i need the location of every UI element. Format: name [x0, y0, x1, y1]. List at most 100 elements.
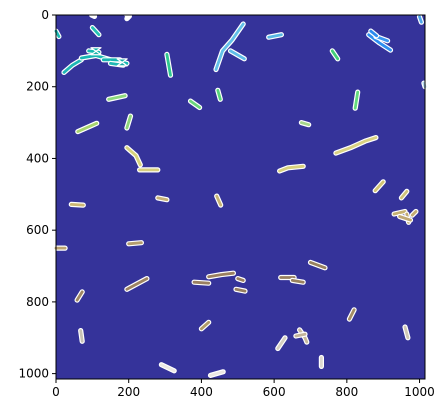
cell-5 — [89, 25, 102, 38]
cell-body — [418, 15, 423, 24]
cell-body — [278, 164, 305, 173]
x-tick-label: 400 — [190, 385, 213, 399]
cell-body — [199, 320, 211, 331]
y-tick-label: 800 — [26, 295, 49, 309]
cell-body — [127, 241, 143, 246]
cell-11 — [164, 51, 174, 78]
cell-body — [294, 332, 307, 338]
cell-body — [79, 329, 84, 343]
cell-53 — [198, 319, 212, 332]
cell-44 — [191, 279, 212, 286]
x-tick-label: 0 — [52, 385, 60, 399]
cell-49 — [289, 277, 306, 285]
cell-16 — [366, 32, 394, 53]
cell-body — [189, 99, 202, 109]
cell-body — [125, 114, 132, 130]
cell-body — [299, 121, 311, 127]
cell-26 — [124, 113, 134, 131]
cell-60 — [158, 362, 177, 374]
cell-body — [216, 88, 222, 101]
y-tick-label: 1000 — [18, 367, 49, 381]
cell-55 — [275, 335, 288, 352]
cell-body — [125, 146, 142, 167]
cell-33 — [398, 188, 410, 201]
cell-body — [347, 308, 356, 321]
cell-37 — [391, 208, 408, 217]
cell-body — [373, 180, 385, 193]
cell-21 — [106, 93, 128, 102]
cell-52 — [346, 307, 357, 322]
cell-22 — [187, 98, 203, 111]
x-axis: 0 200 400 600 800 1000 — [52, 379, 435, 399]
cell-body — [290, 278, 305, 284]
cell-19 — [416, 14, 424, 25]
cell-30 — [333, 135, 379, 156]
cell-body — [156, 196, 169, 202]
cell-15 — [329, 48, 341, 62]
cell-34 — [68, 201, 86, 208]
cell-39 — [397, 213, 414, 223]
cell-body — [276, 336, 287, 350]
cell-28 — [124, 145, 143, 168]
plot-frame — [55, 14, 426, 380]
y-tick-label: 600 — [26, 223, 49, 237]
x-tick-label: 200 — [117, 385, 140, 399]
cell-6 — [61, 57, 85, 76]
y-tick-label: 200 — [26, 80, 49, 94]
y-tick-label: 0 — [41, 8, 49, 22]
cell-45 — [206, 270, 236, 280]
cell-body — [159, 363, 176, 373]
cell-body — [353, 90, 360, 110]
cell-body — [309, 260, 327, 270]
cell-body — [399, 189, 409, 200]
cell-27 — [298, 119, 312, 128]
cell-32 — [372, 179, 386, 194]
cell-13 — [227, 48, 247, 62]
cell-46 — [235, 276, 246, 283]
cell-23 — [215, 87, 223, 102]
cell-body — [91, 26, 101, 37]
cell-body — [236, 277, 245, 282]
cell-body — [76, 121, 99, 134]
cell-12 — [213, 21, 246, 73]
cell-body — [369, 29, 379, 38]
cell-body — [334, 136, 378, 155]
cell-body — [398, 215, 412, 222]
cell-body — [165, 53, 172, 77]
cell-42 — [126, 240, 144, 247]
y-tick-label: 400 — [26, 151, 49, 165]
plot-area-background — [56, 15, 425, 379]
hourglass-marker-2 — [116, 58, 128, 67]
cell-body — [69, 202, 85, 207]
cell-body — [214, 22, 245, 71]
cell-61 — [207, 369, 226, 378]
cell-47 — [233, 286, 248, 294]
cell-24 — [352, 89, 361, 111]
cell-50 — [307, 259, 328, 271]
cell-58 — [402, 324, 411, 341]
cell-body — [367, 33, 392, 52]
cell-40 — [409, 208, 419, 218]
segmentation-marks — [53, 12, 428, 378]
cell-18 — [368, 28, 380, 39]
cell-54 — [78, 328, 85, 344]
cell-51 — [74, 289, 85, 303]
x-tick-label: 600 — [263, 385, 286, 399]
cell-body — [234, 287, 247, 293]
cell-25 — [75, 120, 100, 135]
hourglass-marker-1 — [90, 47, 102, 56]
cell-body — [392, 210, 407, 216]
cell-14 — [266, 32, 284, 40]
cell-body — [192, 280, 211, 285]
cell-3 — [124, 13, 132, 22]
cell-body — [107, 94, 127, 101]
cell-43 — [124, 276, 150, 292]
cell-body — [209, 370, 225, 377]
cell-body — [403, 325, 410, 340]
cell-36 — [214, 193, 224, 208]
cell-body — [330, 49, 340, 61]
cell-body — [410, 210, 418, 217]
x-tick-label: 800 — [335, 385, 358, 399]
x-tick-label: 1000 — [404, 385, 435, 399]
cell-body — [229, 49, 246, 61]
